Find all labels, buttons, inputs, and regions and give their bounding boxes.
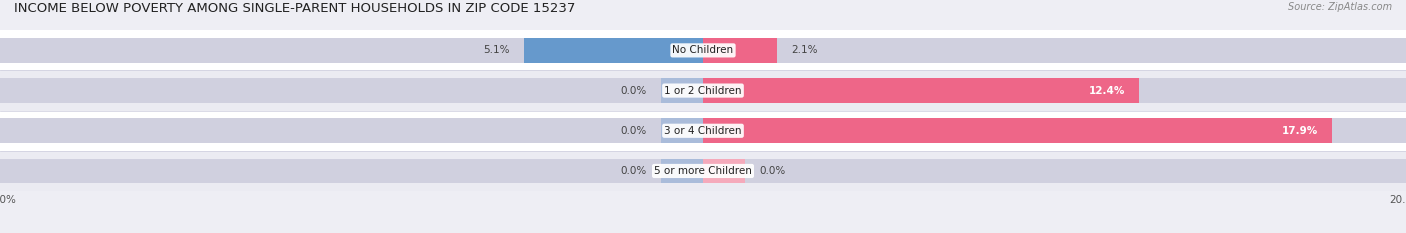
Text: 5.1%: 5.1% (484, 45, 510, 55)
Bar (703, 38, 778, 63)
Text: 0.0%: 0.0% (620, 166, 647, 176)
Bar (524, 38, 703, 63)
Bar (703, 38, 1406, 63)
Text: 0.0%: 0.0% (620, 86, 647, 96)
Text: 0.0%: 0.0% (620, 126, 647, 136)
Bar (703, 158, 1406, 183)
Bar (703, 78, 1406, 103)
Bar (661, 78, 703, 103)
Bar (661, 158, 703, 183)
Text: 5 or more Children: 5 or more Children (654, 166, 752, 176)
Bar (0, 151, 1406, 191)
Text: 3 or 4 Children: 3 or 4 Children (664, 126, 742, 136)
Bar (0, 38, 703, 63)
Text: 17.9%: 17.9% (1282, 126, 1319, 136)
Text: Source: ZipAtlas.com: Source: ZipAtlas.com (1288, 2, 1392, 12)
Bar (703, 78, 1139, 103)
Bar (703, 118, 1333, 143)
Bar (0, 71, 1406, 111)
Bar (0, 158, 703, 183)
Bar (0, 118, 703, 143)
Text: 1 or 2 Children: 1 or 2 Children (664, 86, 742, 96)
Bar (0, 78, 703, 103)
Bar (703, 158, 745, 183)
Bar (0, 111, 1406, 151)
Text: 2.1%: 2.1% (790, 45, 817, 55)
Text: No Children: No Children (672, 45, 734, 55)
Bar (703, 118, 1406, 143)
Bar (661, 118, 703, 143)
Bar (0, 30, 1406, 71)
Text: 0.0%: 0.0% (759, 166, 786, 176)
Text: INCOME BELOW POVERTY AMONG SINGLE-PARENT HOUSEHOLDS IN ZIP CODE 15237: INCOME BELOW POVERTY AMONG SINGLE-PARENT… (14, 2, 575, 15)
Text: 12.4%: 12.4% (1088, 86, 1125, 96)
